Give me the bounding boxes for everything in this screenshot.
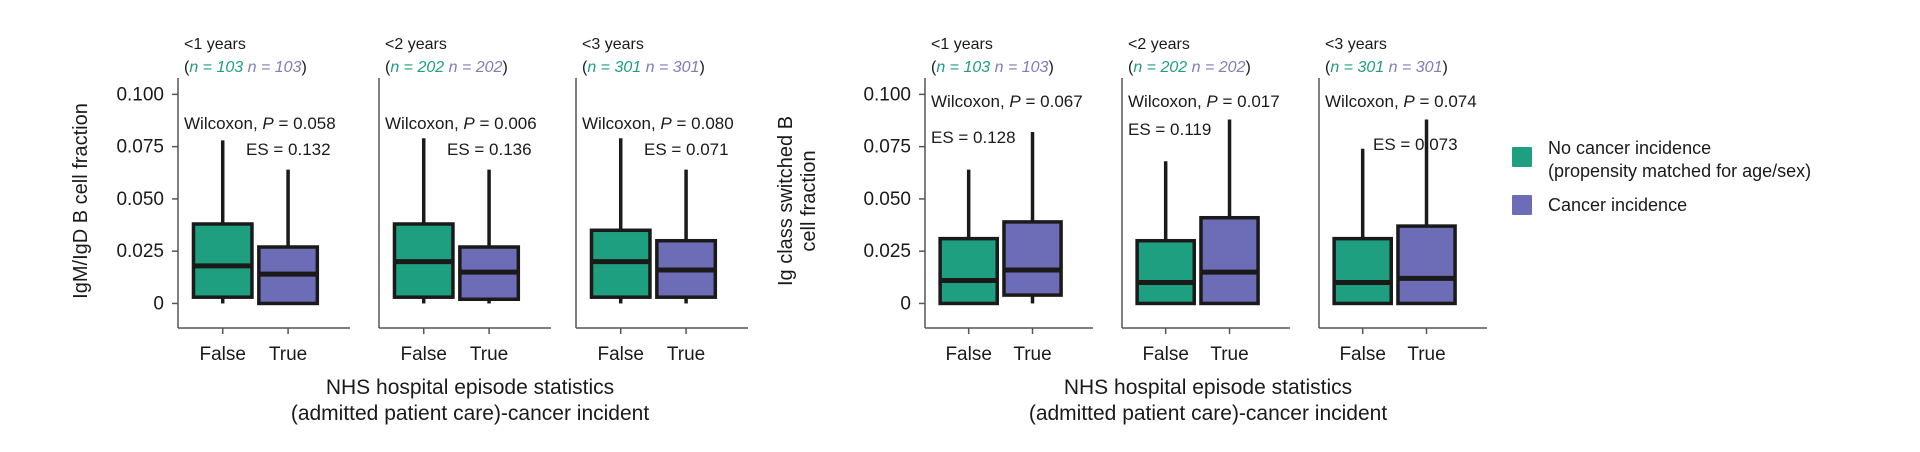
panel-n-counts: (n = 301 n = 301) [582, 59, 705, 76]
y-tick-label: 0.100 [863, 84, 911, 105]
panel-n-counts: (n = 202 n = 202) [385, 59, 508, 76]
panel-title: <3 years [582, 36, 644, 53]
x-axis-label: NHS hospital episode statistics [1064, 376, 1352, 399]
x-tick-label: False [400, 344, 446, 365]
x-tick-label: True [470, 344, 508, 365]
x-tick-label: True [1210, 344, 1248, 365]
y-tick-label: 0 [900, 293, 911, 314]
x-tick-label: True [269, 344, 307, 365]
panel-title: <1 years [931, 36, 993, 53]
y-tick-label: 0.025 [863, 241, 911, 262]
x-axis-label: (admitted patient care)-cancer incident [1029, 402, 1388, 425]
legend-label-no-cancer-detail: (propensity matched for age/sex) [1548, 161, 1811, 181]
legend: No cancer incidence (propensity matched … [1512, 138, 1811, 215]
x-tick-label: True [1013, 344, 1051, 365]
x-axis-label: NHS hospital episode statistics [326, 376, 614, 399]
y-tick-label: 0 [153, 293, 164, 314]
x-tick-label: True [667, 344, 705, 365]
panel-wilcoxon: Wilcoxon, P = 0.074 [1325, 92, 1477, 111]
box-iqr [191, 222, 254, 299]
panel-2: <2 years (n = 202 n = 202) Wilcoxon, P = 0… [378, 36, 551, 365]
x-tick-label: False [945, 344, 991, 365]
x-tick-label: False [597, 344, 643, 365]
y-tick-label: 0.075 [116, 137, 164, 158]
panel-title: <3 years [1325, 36, 1387, 53]
box-iqr [1002, 220, 1063, 297]
legend-swatch-cancer [1512, 195, 1532, 215]
x-tick-label: True [1407, 344, 1445, 365]
panel-wilcoxon: Wilcoxon, P = 0.017 [1128, 92, 1280, 111]
box-iqr [1199, 215, 1260, 306]
panel-3: <3 years (n = 301 n = 301) Wilcoxon, P = 0… [1318, 36, 1487, 365]
box-iqr [1396, 224, 1457, 306]
box-iqr [1332, 236, 1393, 306]
x-tick-label: False [1142, 344, 1188, 365]
y-tick-label: 0.075 [863, 137, 911, 158]
chart-group-1: IgM/IgD B cell fraction 0 0.025 0.050 0.075 0… [70, 36, 748, 425]
y-tick-label: 0.100 [116, 84, 164, 105]
y-tick-label: 0.050 [863, 189, 911, 210]
panel-n-counts: (n = 202 n = 202) [1128, 59, 1251, 76]
chart-group-2: Ig class switched Bcell fraction 0 0.025 0.… [775, 36, 1487, 425]
box-iqr [1135, 238, 1196, 306]
charts-layer: IgM/IgD B cell fraction 0 0.025 0.050 0.075 0… [70, 36, 1487, 425]
x-axis-label: (admitted patient care)-cancer incident [291, 402, 650, 425]
panel-wilcoxon: Wilcoxon, P = 0.058 [184, 114, 336, 133]
box-iqr [938, 236, 999, 306]
panel-effect-size: ES = 0.128 [931, 128, 1016, 147]
panel-n-counts: (n = 301 n = 301) [1325, 59, 1448, 76]
legend-swatch-no-cancer [1512, 147, 1532, 167]
legend-label-no-cancer: No cancer incidence [1548, 138, 1711, 158]
panel-title: <2 years [385, 36, 447, 53]
panel-title: <2 years [1128, 36, 1190, 53]
x-tick-label: False [199, 344, 245, 365]
y-axis-label: Ig class switched Bcell fraction [775, 116, 820, 286]
y-tick-label: 0.025 [116, 241, 164, 262]
panel-n-counts: (n = 103 n = 103) [931, 59, 1054, 76]
panel-title: <1 years [184, 36, 246, 53]
panel-3: <3 years (n = 301 n = 301) Wilcoxon, P = 0… [575, 36, 748, 365]
y-axis-label: IgM/IgD B cell fraction [70, 103, 92, 299]
panel-1: <1 years (n = 103 n = 103) Wilcoxon, P = 0… [924, 36, 1093, 365]
legend-label-cancer: Cancer incidence [1548, 195, 1687, 215]
panel-effect-size: ES = 0.132 [246, 140, 331, 159]
panel-effect-size: ES = 0.071 [644, 140, 729, 159]
panel-wilcoxon: Wilcoxon, P = 0.067 [931, 92, 1083, 111]
panel-effect-size: ES = 0.119 [1128, 120, 1211, 139]
panel-effect-size: ES = 0.136 [447, 140, 532, 159]
panel-effect-size: ES = 0.073 [1373, 135, 1458, 154]
x-tick-label: False [1339, 344, 1385, 365]
panel-2: <2 years (n = 202 n = 202) Wilcoxon, P = 0… [1121, 36, 1290, 365]
panel-n-counts: (n = 103 n = 103) [184, 59, 307, 76]
panel-wilcoxon: Wilcoxon, P = 0.080 [582, 114, 734, 133]
panel-wilcoxon: Wilcoxon, P = 0.006 [385, 114, 537, 133]
y-tick-label: 0.050 [116, 189, 164, 210]
panel-1: <1 years (n = 103 n = 103) Wilcoxon, P = 0… [177, 36, 350, 365]
